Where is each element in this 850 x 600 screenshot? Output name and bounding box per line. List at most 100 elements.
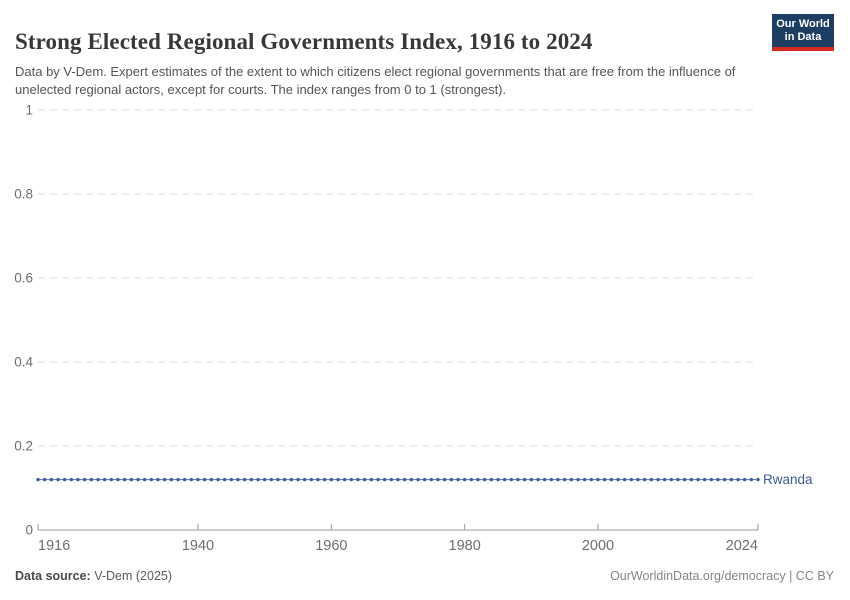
series-point — [69, 477, 74, 482]
series-point — [122, 477, 127, 482]
series-point — [509, 477, 514, 482]
series-point — [169, 477, 174, 482]
series-entity-label[interactable]: Rwanda — [763, 472, 813, 487]
series-point — [582, 477, 587, 482]
series-point — [596, 477, 600, 482]
series-point — [682, 477, 687, 482]
series-point — [182, 477, 187, 482]
series-rwanda: Rwanda — [36, 472, 813, 487]
x-tick-label: 1916 — [38, 538, 70, 554]
x-tick-label: 1980 — [449, 538, 481, 554]
series-point — [242, 477, 247, 482]
series-point — [576, 477, 580, 482]
series-point — [389, 477, 394, 482]
series-point — [556, 477, 560, 482]
series-point — [749, 477, 754, 482]
series-point — [276, 477, 280, 482]
series-point — [622, 477, 627, 482]
series-point — [522, 477, 527, 482]
series-point — [716, 477, 720, 482]
series-point — [109, 477, 114, 482]
series-point — [542, 477, 547, 482]
series-point — [129, 477, 134, 482]
series-point — [76, 477, 80, 482]
series-point — [262, 477, 267, 482]
series-point — [569, 477, 574, 482]
series-point — [562, 477, 567, 482]
series-point — [669, 477, 674, 482]
series-point — [302, 477, 307, 482]
credit-link[interactable]: OurWorldinData.org/democracy | CC BY — [610, 569, 834, 583]
series-point — [322, 477, 327, 482]
series-point — [36, 477, 40, 482]
series-point — [742, 477, 747, 482]
series-point — [689, 477, 694, 482]
series-point — [442, 477, 447, 482]
series-point — [189, 477, 194, 482]
series-point — [529, 477, 534, 482]
series-point — [722, 477, 727, 482]
series-point — [209, 477, 214, 482]
x-tick-label: 2000 — [582, 538, 614, 554]
series-point — [49, 477, 54, 482]
x-axis: 1916 1940 1960 1980 2000 2024 — [37, 524, 759, 554]
series-point — [409, 477, 414, 482]
series-point — [149, 477, 154, 482]
series-point — [249, 477, 254, 482]
series-point — [649, 477, 654, 482]
series-point — [89, 477, 94, 482]
series-point — [269, 477, 274, 482]
chart-subtitle: Data by V-Dem. Expert estimates of the e… — [15, 64, 736, 98]
y-tick-label: 0.4 — [14, 355, 33, 370]
series-point — [456, 477, 460, 482]
series-point — [736, 477, 740, 482]
series-point — [602, 477, 607, 482]
series-point — [309, 477, 314, 482]
series-point — [709, 477, 714, 482]
series-point — [756, 477, 760, 482]
series-point — [516, 477, 520, 482]
series-point — [236, 477, 240, 482]
series-point — [349, 477, 354, 482]
series-point — [469, 477, 474, 482]
series-point — [42, 477, 47, 482]
series-point — [636, 477, 640, 482]
series-point — [256, 477, 260, 482]
series-point — [609, 477, 614, 482]
y-tick-label: 0.2 — [14, 439, 33, 454]
series-point — [489, 477, 494, 482]
series-point — [449, 477, 454, 482]
series-point — [96, 477, 100, 482]
series-point — [429, 477, 434, 482]
owid-logo-line1: Our World — [776, 18, 830, 30]
series-point — [229, 477, 234, 482]
series-point — [136, 477, 140, 482]
series-point — [642, 477, 647, 482]
series-point — [316, 477, 320, 482]
series-point — [662, 477, 667, 482]
series-point — [216, 477, 220, 482]
series-point — [142, 477, 147, 482]
series-point — [336, 477, 340, 482]
series-point — [616, 477, 620, 482]
data-source-note: Data source: V-Dem (2025) — [15, 569, 172, 583]
series-point — [729, 477, 734, 482]
series-point — [422, 477, 427, 482]
x-tick-label: 1960 — [315, 538, 347, 554]
x-tick-label: 1940 — [182, 538, 214, 554]
series-point — [116, 477, 120, 482]
series-point — [702, 477, 707, 482]
series-point — [382, 477, 387, 482]
x-tick-label: 2024 — [726, 538, 758, 554]
series-point — [676, 477, 680, 482]
series-point — [82, 477, 87, 482]
series-point — [282, 477, 287, 482]
series-point — [196, 477, 200, 482]
series-point — [589, 477, 594, 482]
series-point — [656, 477, 660, 482]
series-point — [369, 477, 374, 482]
series-point — [482, 477, 487, 482]
series-point — [356, 477, 360, 482]
